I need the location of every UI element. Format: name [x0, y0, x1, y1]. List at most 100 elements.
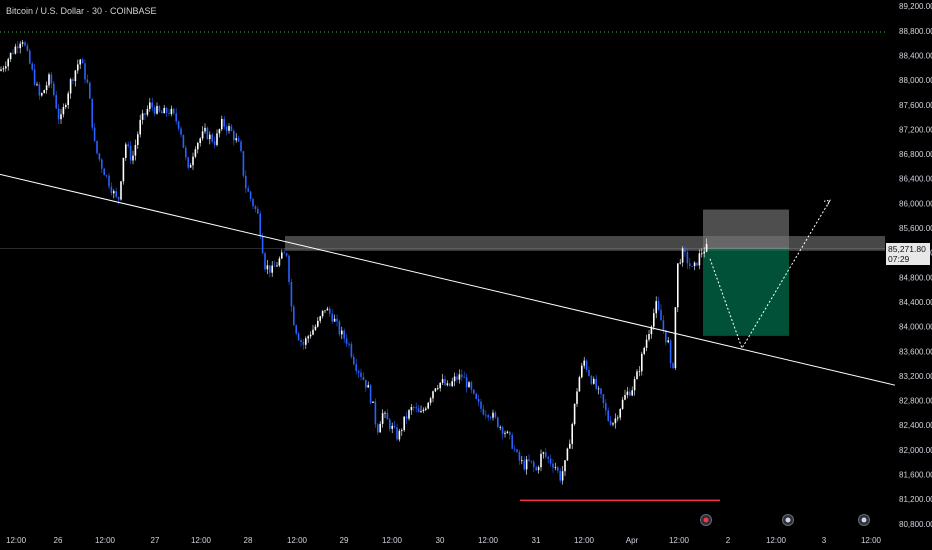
candle-body: [132, 155, 134, 161]
candle-body: [283, 252, 285, 254]
candle-body: [545, 452, 547, 457]
candle-body: [650, 326, 653, 334]
candle-body: [377, 424, 379, 433]
candle-body: [641, 353, 643, 372]
candle-body: [26, 45, 29, 51]
candle-body: [290, 281, 293, 307]
candle-body: [350, 344, 353, 357]
y-tick-label: 81,200.00: [899, 495, 932, 504]
candle-body: [379, 423, 381, 433]
candle-body: [185, 147, 187, 158]
candle-body: [36, 84, 38, 86]
candle-body: [144, 113, 146, 115]
candle-body: [415, 407, 417, 409]
candle-body: [374, 401, 377, 425]
candle-body: [266, 265, 269, 270]
candle-body: [461, 374, 463, 378]
candle-body: [571, 424, 573, 444]
candle-body: [216, 133, 218, 145]
candle-body: [357, 370, 360, 373]
candle-body: [74, 70, 77, 81]
candle-body: [595, 378, 597, 389]
candle-body: [463, 377, 465, 378]
candle-body: [434, 388, 437, 392]
candle-body: [281, 252, 283, 259]
candle-body: [151, 102, 153, 108]
candle-body: [41, 93, 43, 96]
candle-body: [525, 459, 528, 470]
candle-body: [677, 263, 679, 308]
candle-body: [103, 168, 105, 176]
candle-body: [437, 388, 439, 389]
candle-body: [163, 107, 165, 114]
chart-title: Bitcoin / U.S. Dollar · 30 · COINBASE: [6, 6, 157, 16]
candle-body: [549, 458, 552, 464]
candle-body: [206, 127, 209, 140]
candle-body: [422, 409, 425, 412]
x-tick-label: 26: [54, 536, 63, 545]
x-tick-label: 27: [151, 536, 160, 545]
y-tick-label: 83,600.00: [899, 347, 932, 356]
candle-body: [336, 318, 338, 322]
candle-body: [237, 138, 240, 142]
candle-body: [271, 265, 273, 273]
candle-body: [477, 399, 480, 402]
candle-body: [429, 398, 432, 403]
candle-body: [50, 74, 53, 84]
candle-body: [120, 181, 122, 200]
candle-body: [401, 430, 403, 431]
candle-body: [427, 402, 429, 409]
candle-body: [309, 334, 312, 337]
candle-body: [396, 427, 398, 440]
candle-body: [2, 68, 5, 70]
candle-body: [125, 144, 127, 158]
y-tick-label: 87,600.00: [899, 101, 932, 110]
candle-body: [636, 371, 638, 380]
candle-body: [302, 341, 305, 345]
event-marker-icon-dot: [703, 517, 709, 523]
y-tick-label: 80,800.00: [899, 520, 932, 529]
candle-body: [257, 208, 259, 214]
candle-body: [113, 191, 115, 194]
y-tick-label: 86,800.00: [899, 150, 932, 159]
candle-body: [331, 313, 333, 322]
x-tick-label: 2: [726, 536, 731, 545]
y-tick-label: 88,400.00: [899, 51, 932, 60]
candle-body: [134, 144, 137, 156]
candle-body: [43, 90, 45, 94]
candle-body: [578, 377, 581, 392]
last-price-value: 85,271.80: [888, 244, 926, 254]
position-lower-zone: [703, 248, 789, 336]
candle-body: [343, 330, 345, 339]
candle-body: [597, 388, 600, 390]
candle-body: [581, 365, 583, 378]
candle-body: [441, 379, 444, 383]
candle-body: [468, 382, 470, 388]
candle-body: [523, 460, 525, 470]
candle-body: [372, 401, 374, 403]
candle-body: [96, 140, 98, 154]
candle-body: [77, 64, 79, 71]
candle-body: [696, 262, 698, 266]
resistance-zone: [285, 236, 885, 251]
candle-body: [566, 448, 569, 461]
candle-body: [588, 369, 590, 376]
candle-body: [233, 130, 235, 141]
candle-body: [245, 175, 247, 189]
candle-body: [141, 113, 144, 120]
candle-body: [583, 360, 585, 366]
candle-body: [389, 419, 391, 429]
x-tick-label: 12:00: [861, 536, 882, 545]
candle-body: [386, 412, 389, 420]
candle-body: [89, 82, 91, 99]
candle-body: [261, 236, 264, 254]
candle-body: [552, 463, 554, 468]
candle-body: [684, 248, 686, 253]
candle-body: [408, 410, 410, 419]
candle-body: [297, 333, 300, 341]
candle-body: [55, 95, 57, 109]
candle-body: [194, 149, 197, 157]
candle-body: [353, 356, 355, 365]
